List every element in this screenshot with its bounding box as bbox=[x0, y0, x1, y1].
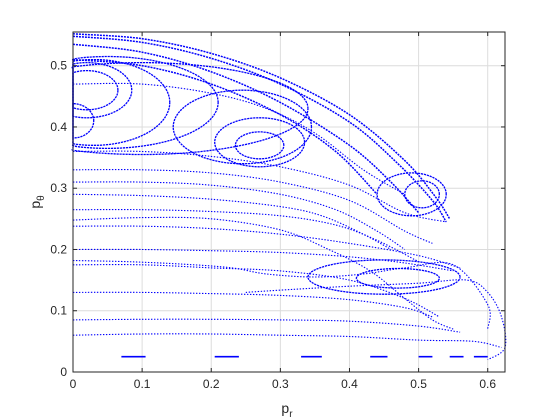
orbit-curve bbox=[72, 82, 406, 195]
orbit-loop bbox=[172, 89, 313, 165]
orbit-curve bbox=[72, 209, 419, 263]
orbit-loop bbox=[234, 131, 285, 160]
y-tick-label: 0.4 bbox=[50, 120, 67, 134]
orbit-loop bbox=[376, 172, 447, 217]
y-tick-label: 0.5 bbox=[50, 59, 67, 73]
x-tick-label: 0.4 bbox=[341, 377, 358, 391]
orbit-curve bbox=[72, 259, 491, 330]
y-tick-label: 0.1 bbox=[50, 304, 67, 318]
x-tick-label: 0.6 bbox=[479, 377, 496, 391]
orbit-loop bbox=[355, 267, 440, 289]
orbit-curve bbox=[72, 264, 440, 318]
orbit-loop bbox=[214, 117, 306, 168]
orbit-loop bbox=[404, 180, 440, 209]
orbit-envelope bbox=[72, 35, 447, 223]
data-points bbox=[71, 33, 507, 361]
y-tick-label: 0.3 bbox=[50, 181, 67, 195]
x-tick-label: 0.5 bbox=[410, 377, 427, 391]
orbit-curve bbox=[72, 181, 406, 250]
ticks: 0 0.1 0.2 0.3 0.4 0.5 0.6 0 0.1 0.2 0.3 0.4 0.5 bbox=[50, 32, 505, 391]
x-tick-label: 0.1 bbox=[134, 377, 151, 391]
orbit-curve bbox=[72, 248, 454, 272]
plot-frame bbox=[72, 31, 506, 373]
x-tick-label: 0.2 bbox=[203, 377, 220, 391]
orbit-curve bbox=[245, 279, 507, 361]
y-tick-label: 0.2 bbox=[50, 242, 67, 256]
orbit-curve bbox=[72, 333, 502, 349]
orbit-curve bbox=[72, 318, 461, 333]
orbit-curve bbox=[72, 169, 433, 244]
orbit-curve bbox=[72, 291, 433, 318]
x-axis-label: pr bbox=[281, 400, 293, 420]
orbit-curve bbox=[72, 150, 447, 223]
x-tick-label: 0 bbox=[70, 377, 77, 391]
orbit-curve bbox=[72, 193, 392, 250]
orbit-envelope bbox=[72, 58, 378, 195]
orbit-curve bbox=[72, 216, 454, 330]
orbit-envelope bbox=[72, 33, 451, 220]
x-tick-label: 0.3 bbox=[272, 377, 289, 391]
y-tick-label: 0 bbox=[60, 365, 67, 379]
orbit-curve bbox=[72, 225, 461, 269]
orbit-envelope bbox=[72, 43, 420, 214]
orbit-loop bbox=[72, 69, 119, 111]
grid bbox=[72, 32, 505, 373]
orbit-loop bbox=[307, 259, 461, 295]
y-axis-label: pθ bbox=[27, 195, 47, 209]
